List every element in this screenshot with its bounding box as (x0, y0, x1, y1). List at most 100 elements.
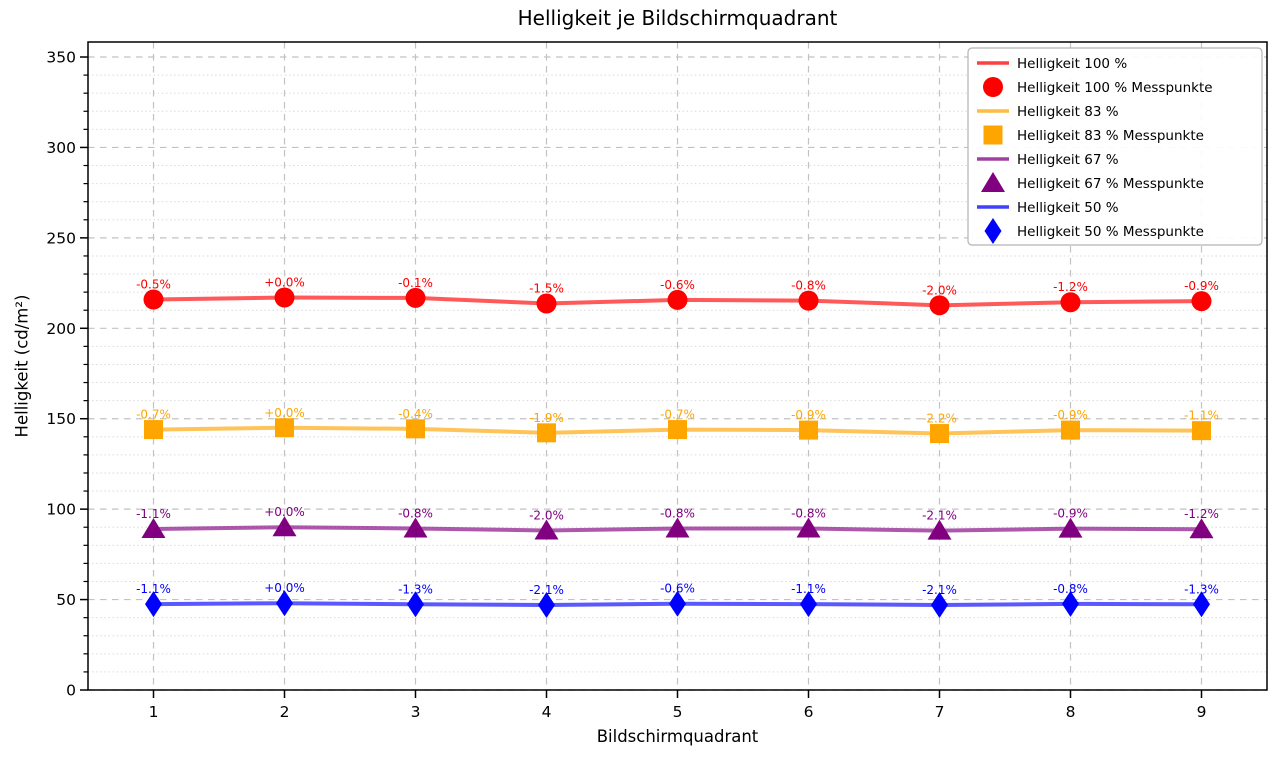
point-label-helligkeit-100-q3: -0.1% (398, 276, 433, 290)
x-tick-label-7: 7 (935, 703, 945, 721)
point-label-helligkeit-100-q6: -0.8% (791, 279, 826, 293)
marker-helligkeit-67-q3 (403, 517, 428, 538)
legend-marker-sample (984, 218, 1002, 244)
point-label-helligkeit-100-q2: +0.0% (264, 276, 305, 290)
point-label-helligkeit-50-q9: -1.3% (1184, 582, 1219, 596)
legend-entry-helligkeit-100-messpunkte: Helligkeit 100 % Messpunkte (983, 77, 1213, 97)
point-label-helligkeit-50-q1: -1.1% (136, 582, 171, 596)
marker-helligkeit-100-q8 (1060, 292, 1081, 313)
marker-helligkeit-100-q4 (536, 293, 557, 314)
legend-label: Helligkeit 67 % Messpunkte (1017, 176, 1204, 192)
y-tick-label-250: 250 (46, 229, 76, 247)
marker-helligkeit-50-q5 (669, 590, 686, 617)
x-tick-label-2: 2 (280, 703, 290, 721)
marker-helligkeit-67-q2 (272, 516, 297, 537)
point-label-helligkeit-83-q8: -0.9% (1053, 408, 1088, 422)
point-label-helligkeit-67-q2: +0.0% (264, 505, 305, 519)
y-tick-label-100: 100 (46, 501, 76, 519)
point-label-helligkeit-100-q1: -0.5% (136, 278, 171, 292)
marker-helligkeit-50-q9 (1193, 591, 1210, 618)
y-tick-label-300: 300 (46, 139, 76, 157)
point-label-helligkeit-67-q1: -1.1% (136, 507, 171, 521)
x-tick-label-6: 6 (804, 703, 814, 721)
point-label-helligkeit-100-q7: -2.0% (922, 283, 957, 297)
marker-helligkeit-67-q4 (534, 519, 559, 540)
marker-helligkeit-67-q5 (665, 517, 690, 538)
x-tick-label-4: 4 (542, 703, 552, 721)
marker-helligkeit-67-q6 (796, 517, 821, 538)
point-label-helligkeit-67-q7: -2.1% (922, 509, 957, 523)
marker-helligkeit-67-q8 (1058, 517, 1083, 538)
point-label-helligkeit-50-q7: -2.1% (922, 583, 957, 597)
chart-title: Helligkeit je Bildschirmquadrant (517, 6, 838, 30)
marker-helligkeit-50-q3 (407, 591, 424, 618)
marker-helligkeit-50-q8 (1062, 590, 1079, 617)
legend-box (967, 47, 1263, 246)
marker-helligkeit-67-q9 (1189, 518, 1214, 539)
point-label-helligkeit-83-q6: -0.9% (791, 408, 826, 422)
marker-helligkeit-100-q5 (667, 289, 688, 310)
x-axis-label: Bildschirmquadrant (596, 727, 759, 746)
point-label-helligkeit-83-q2: +0.0% (264, 406, 305, 420)
point-label-helligkeit-50-q2: +0.0% (264, 581, 305, 595)
point-label-helligkeit-67-q4: -2.0% (529, 508, 564, 522)
legend-entry-helligkeit-67-messpunkte: Helligkeit 67 % Messpunkte (981, 172, 1204, 192)
legend-label: Helligkeit 83 % (1017, 104, 1119, 120)
x-tick-label-1: 1 (149, 703, 159, 721)
point-label-helligkeit-83-q1: -0.7% (136, 408, 171, 422)
marker-helligkeit-50-q6 (800, 591, 817, 618)
point-label-helligkeit-50-q5: -0.6% (660, 582, 695, 596)
series-helligkeit-83: -0.7% +0.0% -0.4% -1.9% -0.7% -0.9% -2.2% -0.9%… (136, 406, 1219, 444)
y-tick-label-0: 0 (66, 682, 76, 700)
marker-helligkeit-50-q1 (145, 591, 162, 618)
marker-helligkeit-100-q9 (1191, 291, 1212, 312)
series-helligkeit-50: -1.1% +0.0% -1.3% -2.1% -0.6% -1.1% -2.1% -0.8%… (136, 581, 1219, 618)
point-label-helligkeit-83-q4: -1.9% (529, 411, 564, 425)
y-tick-label-50: 50 (56, 591, 76, 609)
x-tick-label-3: 3 (411, 703, 421, 721)
marker-helligkeit-50-q7 (931, 591, 948, 618)
point-label-helligkeit-100-q5: -0.6% (660, 278, 695, 292)
legend-label: Helligkeit 50 % Messpunkte (1017, 224, 1204, 240)
point-label-helligkeit-50-q6: -1.1% (791, 582, 826, 596)
point-label-helligkeit-67-q9: -1.2% (1184, 507, 1219, 521)
legend-entry-helligkeit-83-messpunkte: Helligkeit 83 % Messpunkte (983, 125, 1204, 145)
series-helligkeit-100: -0.5% +0.0% -0.1% -1.5% -0.6% -0.8% -2.0% -1.2%… (136, 276, 1219, 316)
x-tick-label-5: 5 (673, 703, 683, 721)
legend-marker-sample (983, 125, 1003, 145)
marker-helligkeit-100-q3 (405, 287, 426, 308)
legend-entry-helligkeit-50-messpunkte: Helligkeit 50 % Messpunkte (984, 218, 1204, 244)
legend-marker-sample (983, 77, 1003, 97)
point-label-helligkeit-50-q8: -0.8% (1053, 582, 1088, 596)
marker-helligkeit-83-q2 (275, 418, 294, 438)
marker-helligkeit-50-q2 (276, 590, 293, 617)
point-label-helligkeit-83-q3: -0.4% (398, 407, 433, 421)
y-tick-label-150: 150 (46, 410, 76, 428)
legend: Helligkeit 100 % Helligkeit 100 % Messpun… (967, 47, 1263, 246)
point-label-helligkeit-50-q3: -1.3% (398, 582, 433, 596)
marker-helligkeit-83-q6 (799, 420, 818, 440)
y-tick-label-200: 200 (46, 320, 76, 338)
marker-helligkeit-67-q7 (927, 519, 952, 540)
x-tick-label-8: 8 (1066, 703, 1076, 721)
marker-helligkeit-83-q9 (1192, 421, 1211, 441)
y-tick-label-350: 350 (46, 49, 76, 67)
legend-entry-helligkeit-100: Helligkeit 100 % (977, 56, 1127, 72)
legend-entry-helligkeit-83: Helligkeit 83 % (977, 104, 1119, 120)
legend-label: Helligkeit 67 % (1017, 152, 1119, 168)
marker-helligkeit-83-q8 (1061, 420, 1080, 440)
marker-helligkeit-67-q1 (141, 518, 166, 539)
legend-label: Helligkeit 100 % Messpunkte (1017, 80, 1213, 96)
point-label-helligkeit-100-q8: -1.2% (1053, 280, 1088, 294)
legend-label: Helligkeit 83 % Messpunkte (1017, 128, 1204, 144)
legend-marker-sample (981, 172, 1005, 192)
marker-helligkeit-100-q6 (798, 290, 819, 311)
series-helligkeit-67: -1.1% +0.0% -0.8% -2.0% -0.8% -0.8% -2.1% -0.9%… (136, 505, 1219, 540)
point-label-helligkeit-67-q6: -0.8% (791, 506, 826, 520)
marker-helligkeit-83-q7 (930, 424, 949, 444)
marker-helligkeit-100-q1 (143, 289, 164, 310)
point-label-helligkeit-67-q3: -0.8% (398, 506, 433, 520)
marker-helligkeit-100-q7 (929, 295, 950, 316)
